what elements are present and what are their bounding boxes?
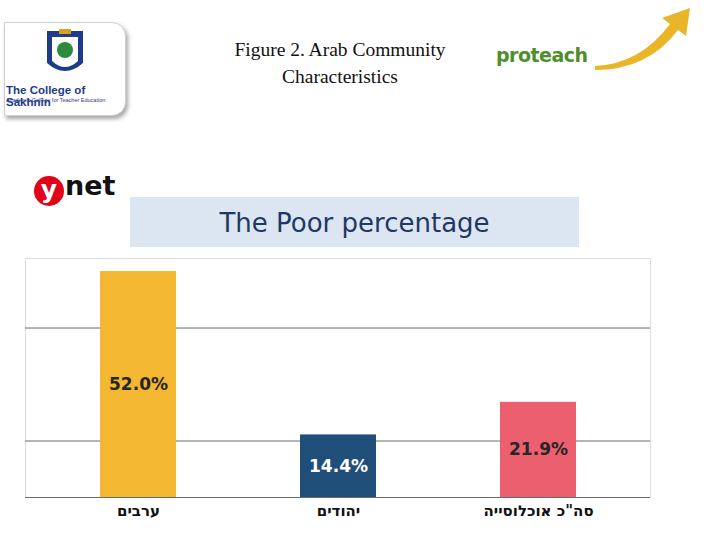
svg-text:21.9%: 21.9% bbox=[509, 439, 568, 459]
html-text:proteach: proteach bbox=[496, 44, 588, 66]
svg-text:ערבים: ערבים bbox=[117, 502, 160, 520]
svg-text:14.4%: 14.4% bbox=[309, 456, 368, 476]
html-text:Academic College for Teacher E: Academic College for Teacher Education bbox=[6, 97, 106, 103]
html-text:Figure 2. Arab Community: Figure 2. Arab Community bbox=[234, 39, 446, 60]
html-text:Characteristics: Characteristics bbox=[282, 66, 398, 87]
svg-text:52.0%: 52.0% bbox=[109, 374, 168, 394]
svg-text:יהודים: יהודים bbox=[317, 502, 361, 520]
html-text:y net: y net bbox=[40, 170, 116, 204]
html-text:The College of Sakhnin: The College of Sakhnin bbox=[6, 84, 86, 108]
html-text:The Poor percentage: The Poor percentage bbox=[219, 208, 490, 238]
svg-text:סה"כ אוכלוסייה: סה"כ אוכלוסייה bbox=[483, 502, 593, 520]
